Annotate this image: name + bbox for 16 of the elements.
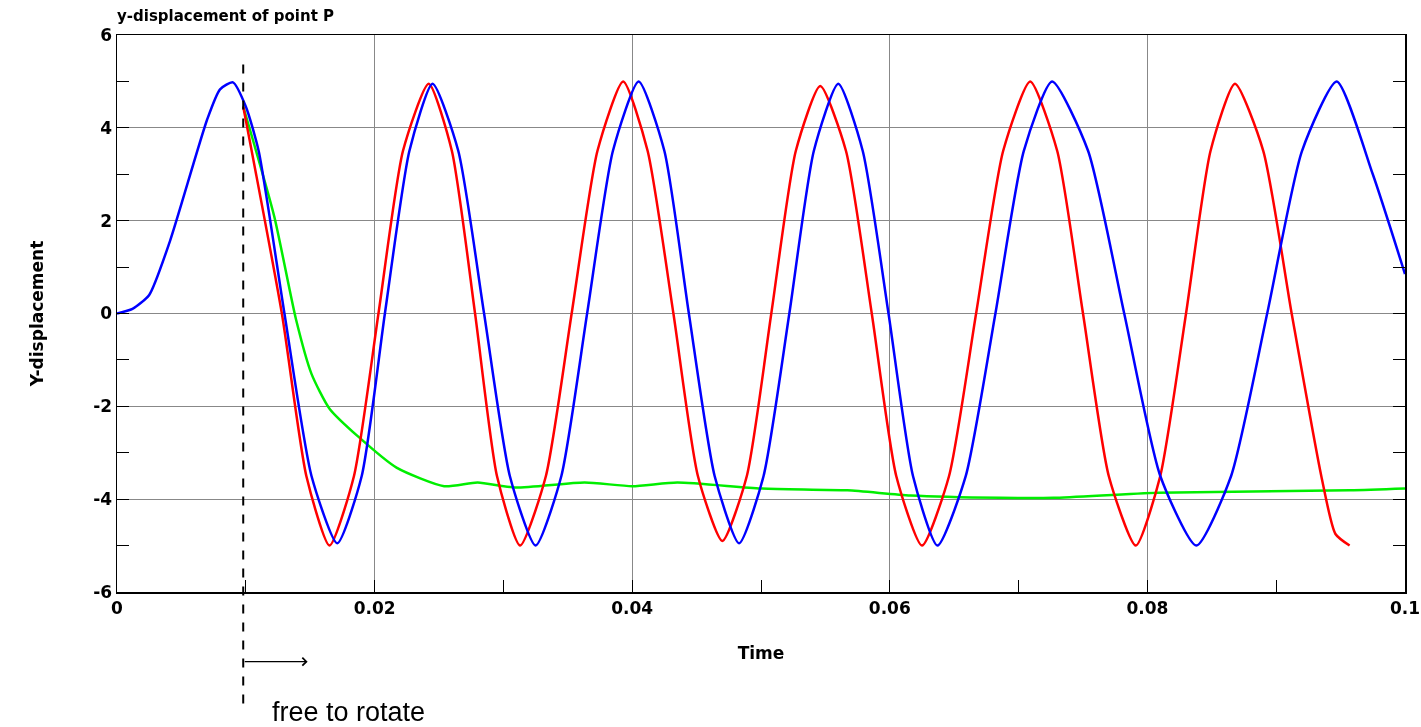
y-tick-label: 4 [100, 117, 113, 138]
y-tick-label: 2 [100, 210, 113, 231]
y-tick-label: 6 [100, 24, 113, 45]
x-tick-label: 0.1 [1389, 597, 1421, 618]
y-tick-label: -2 [93, 396, 113, 417]
text: free to rotate [272, 697, 426, 727]
y-tick-label: -6 [93, 581, 113, 602]
y-tick-label: -4 [93, 489, 113, 510]
x-axis-title: Time [737, 643, 785, 664]
x-tick-label: 0.06 [868, 597, 911, 618]
x-tick-label: 0.08 [1126, 597, 1169, 618]
y-axis-title: Y-displacement [27, 240, 48, 388]
x-tick-label: 0.02 [353, 597, 396, 618]
x-tick-label: 0.04 [611, 597, 654, 618]
y-tick-label: 0 [100, 303, 113, 324]
chart-title: y-displacement of point P [117, 7, 335, 26]
